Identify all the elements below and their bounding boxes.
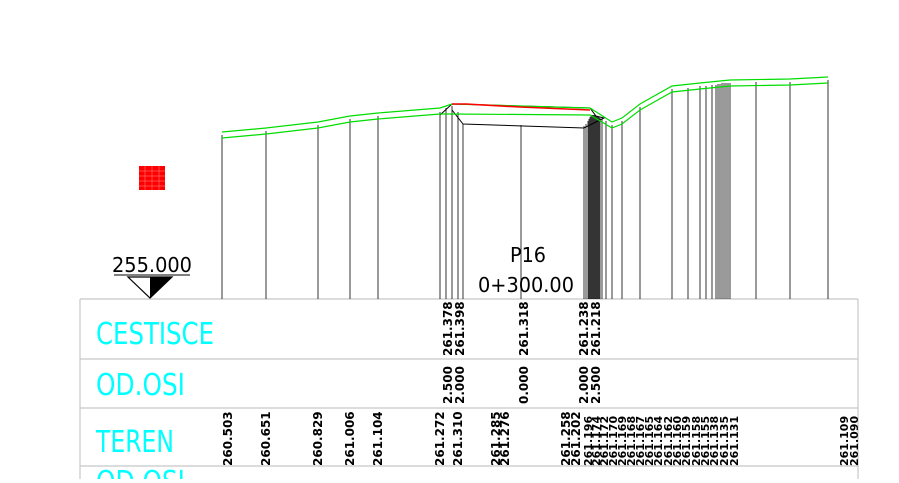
od-osi-value: 0.000 <box>517 366 531 404</box>
teren-value: 261.167 <box>634 416 647 466</box>
profile-station: 0+300.00 <box>478 273 574 297</box>
teren-value: 261.168 <box>625 416 638 466</box>
datum-triangle-fill <box>150 277 172 298</box>
teren-value: 261.258 <box>559 411 573 466</box>
road-surface <box>452 103 591 111</box>
teren-value: 261.285 <box>489 411 503 466</box>
teren-value: 261.159 <box>680 416 693 466</box>
row-label-teren: TEREN <box>95 425 174 460</box>
teren-value: 261.272 <box>433 411 447 466</box>
datum-elevation-label: 255.000 <box>112 253 192 277</box>
teren-value: 261.170 <box>607 416 620 466</box>
od-osi-value: 2.000 <box>453 366 467 404</box>
teren-value: 261.165 <box>643 416 656 466</box>
teren-value: 261.174 <box>590 416 603 466</box>
cestisce-value: 261.378 <box>441 301 455 356</box>
teren-value: 260.651 <box>259 411 273 466</box>
cestisce-value: 261.318 <box>517 301 531 356</box>
teren-value: 261.109 <box>838 416 851 466</box>
teren-value: 260.829 <box>311 411 325 466</box>
teren-value: 261.135 <box>718 416 731 466</box>
row-label-od-osi: OD.OSI <box>96 368 185 403</box>
teren-value: 261.169 <box>616 416 629 466</box>
teren-value: 261.276 <box>498 411 512 466</box>
teren-value: 261.162 <box>662 416 675 466</box>
teren-value: 261.202 <box>569 411 583 466</box>
terrain-line-upper <box>221 76 829 133</box>
od-osi-value: 2.500 <box>441 366 455 404</box>
teren-value: 261.138 <box>708 416 721 466</box>
teren-value: 261.172 <box>598 416 611 466</box>
teren-value: 261.196 <box>582 416 595 466</box>
od-osi-value: 2.000 <box>577 366 591 404</box>
od-osi-value: 2.500 <box>589 366 603 404</box>
row-label-od-osi-2: OD.OSI <box>96 465 185 479</box>
terrain-line-lower <box>221 82 829 139</box>
teren-value: 261.006 <box>343 411 357 466</box>
teren-value: 261.164 <box>652 416 665 466</box>
profile-name: P16 <box>510 243 546 267</box>
cestisce-value: 261.398 <box>453 301 467 356</box>
teren-value: 261.131 <box>728 416 741 466</box>
station-lines <box>221 80 829 299</box>
teren-value: 261.155 <box>699 416 712 466</box>
teren-value: 261.090 <box>848 416 861 466</box>
cestisce-value: 261.238 <box>577 301 591 356</box>
marker-icon <box>139 166 165 190</box>
teren-value: 261.158 <box>690 416 703 466</box>
cestisce-value: 261.218 <box>589 301 603 356</box>
row-label-cestisce: CESTISCE <box>96 317 214 352</box>
teren-value: 261.310 <box>451 411 465 466</box>
teren-value: 261.104 <box>371 411 385 466</box>
teren-value: 261.160 <box>671 416 684 466</box>
teren-value: 260.503 <box>221 411 235 466</box>
